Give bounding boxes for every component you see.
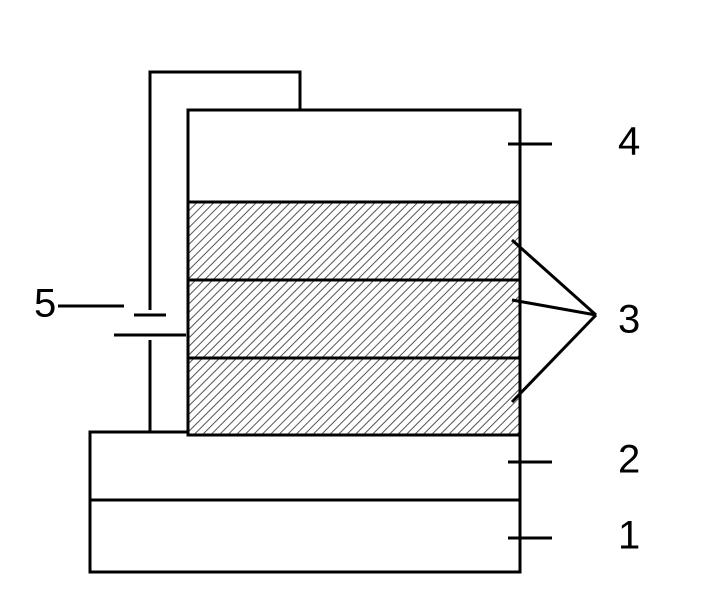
label-1: 1 — [618, 514, 640, 558]
label-2: 2 — [618, 438, 640, 482]
layer-2-bottom-electrode — [90, 432, 520, 500]
wire-battery-to-bottom — [114, 340, 150, 432]
leader-3-line-2 — [512, 315, 596, 402]
layer-3b-functional — [188, 280, 520, 358]
label-3: 3 — [618, 298, 640, 342]
layer-1-substrate — [90, 500, 520, 572]
layer-3c-functional — [188, 202, 520, 280]
label-4: 4 — [618, 120, 640, 164]
label-5: 5 — [34, 282, 56, 326]
layer-3a-functional — [188, 357, 520, 435]
layer-4-top-electrode — [188, 110, 520, 202]
